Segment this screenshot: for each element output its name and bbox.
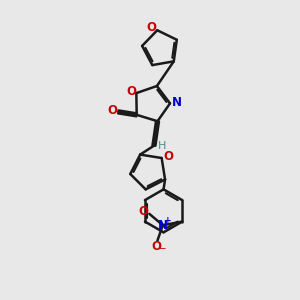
- Text: +: +: [164, 216, 172, 225]
- Text: N: N: [172, 96, 182, 109]
- Text: O: O: [107, 104, 117, 118]
- Text: O: O: [126, 85, 136, 98]
- Text: H: H: [158, 141, 166, 151]
- Text: O: O: [138, 205, 148, 218]
- Text: O: O: [163, 150, 173, 163]
- Text: −: −: [158, 244, 166, 254]
- Text: O: O: [152, 240, 162, 253]
- Text: O: O: [147, 21, 157, 34]
- Text: N: N: [158, 219, 168, 232]
